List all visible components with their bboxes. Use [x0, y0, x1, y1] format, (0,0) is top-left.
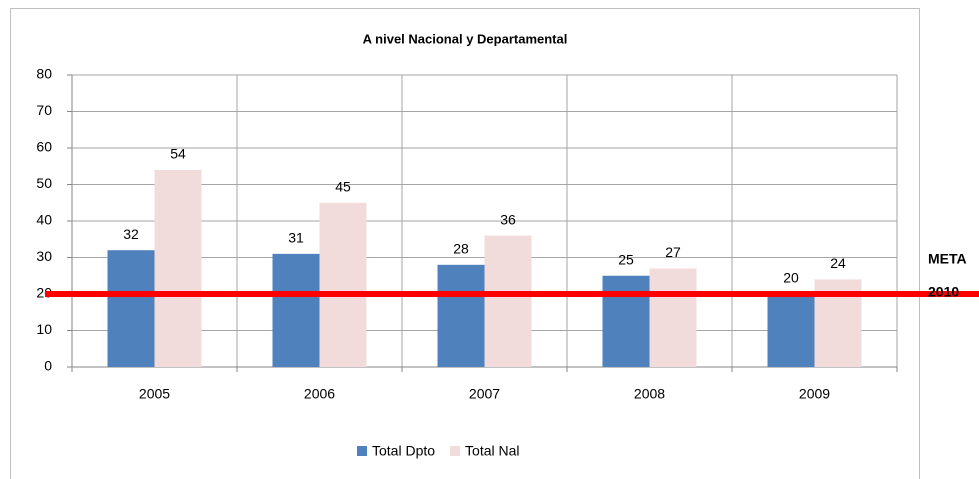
- data-label: 24: [830, 255, 846, 271]
- bar: [649, 268, 697, 367]
- x-tick-label: 2008: [634, 386, 665, 402]
- y-tick-label: 0: [44, 358, 52, 374]
- bar: [602, 275, 650, 367]
- data-label: 20: [783, 270, 799, 286]
- data-label: 27: [665, 244, 681, 260]
- legend-label: Total Dpto: [372, 443, 435, 459]
- bar: [484, 235, 532, 367]
- y-tick-label: 40: [36, 212, 52, 228]
- legend-label: Total Nal: [465, 443, 519, 459]
- y-tick-label: 10: [36, 321, 52, 337]
- legend-swatch: [357, 446, 367, 456]
- y-tick-label: 70: [36, 102, 52, 118]
- data-label: 32: [123, 226, 139, 242]
- data-label: 31: [288, 230, 304, 246]
- data-label: 28: [453, 241, 469, 257]
- data-label: 45: [335, 178, 351, 194]
- bar: [319, 202, 367, 367]
- chart-title: A nivel Nacional y Departamental: [363, 31, 568, 46]
- target-label: META: [928, 251, 967, 267]
- y-tick-label: 30: [36, 248, 52, 264]
- bar: [767, 294, 815, 367]
- bar: [107, 250, 155, 367]
- data-label: 36: [500, 211, 516, 227]
- legend-swatch: [450, 446, 461, 456]
- x-tick-label: 2005: [139, 386, 170, 402]
- x-tick-label: 2009: [799, 386, 830, 402]
- y-tick-label: 80: [36, 66, 52, 82]
- bar: [437, 264, 485, 367]
- y-tick-label: 60: [36, 139, 52, 155]
- y-tick-label: 50: [36, 175, 52, 191]
- data-label: 25: [618, 251, 634, 267]
- x-tick-label: 2007: [469, 386, 500, 402]
- target-label: 2010: [928, 284, 959, 300]
- bar: [272, 253, 320, 367]
- bar: [154, 169, 202, 367]
- x-tick-label: 2006: [304, 386, 335, 402]
- data-label: 54: [170, 146, 186, 162]
